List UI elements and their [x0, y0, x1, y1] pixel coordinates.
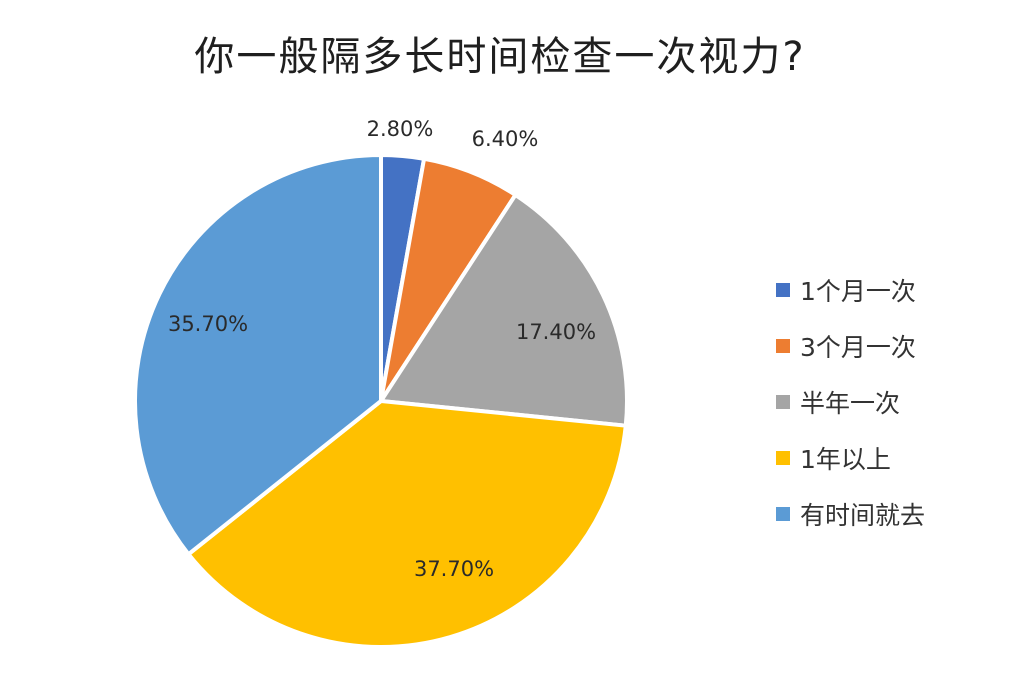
- legend-item-half-year: 半年一次: [776, 374, 925, 430]
- data-label-3-months: 6.40%: [472, 127, 539, 151]
- data-label-1-month: 2.80%: [367, 117, 434, 141]
- legend-label: 1个月一次: [800, 277, 916, 306]
- pie-slice-when-free: [132, 153, 383, 557]
- pie-slices: [132, 153, 629, 650]
- legend-label: 有时间就去: [800, 501, 926, 530]
- legend-swatch: [776, 451, 790, 465]
- chart-title: 你一般隔多长时间检查一次视力?: [194, 34, 806, 80]
- legend-swatch: [776, 507, 790, 521]
- pie-data-labels: 2.80% 6.40% 17.40% 37.70% 35.70%: [168, 117, 596, 581]
- legend-label: 1年以上: [800, 445, 891, 474]
- data-label-over-1-year: 37.70%: [414, 557, 494, 581]
- legend-swatch: [776, 339, 790, 353]
- legend-label: 3个月一次: [800, 333, 916, 362]
- legend-item-over-1-year: 1年以上: [776, 430, 925, 486]
- legend-swatch: [776, 395, 790, 409]
- pie-slice-half-year: [379, 192, 629, 428]
- legend: 1个月一次 3个月一次 半年一次 1年以上 有时间就去: [776, 262, 925, 542]
- legend-item-3-months: 3个月一次: [776, 318, 925, 374]
- data-label-half-year: 17.40%: [516, 320, 596, 344]
- legend-item-when-free: 有时间就去: [776, 486, 925, 542]
- data-label-when-free: 35.70%: [168, 312, 248, 336]
- pie-slice-over-1-year: [186, 399, 628, 650]
- legend-label: 半年一次: [800, 389, 901, 418]
- legend-swatch: [776, 283, 790, 297]
- legend-item-1-month: 1个月一次: [776, 262, 925, 318]
